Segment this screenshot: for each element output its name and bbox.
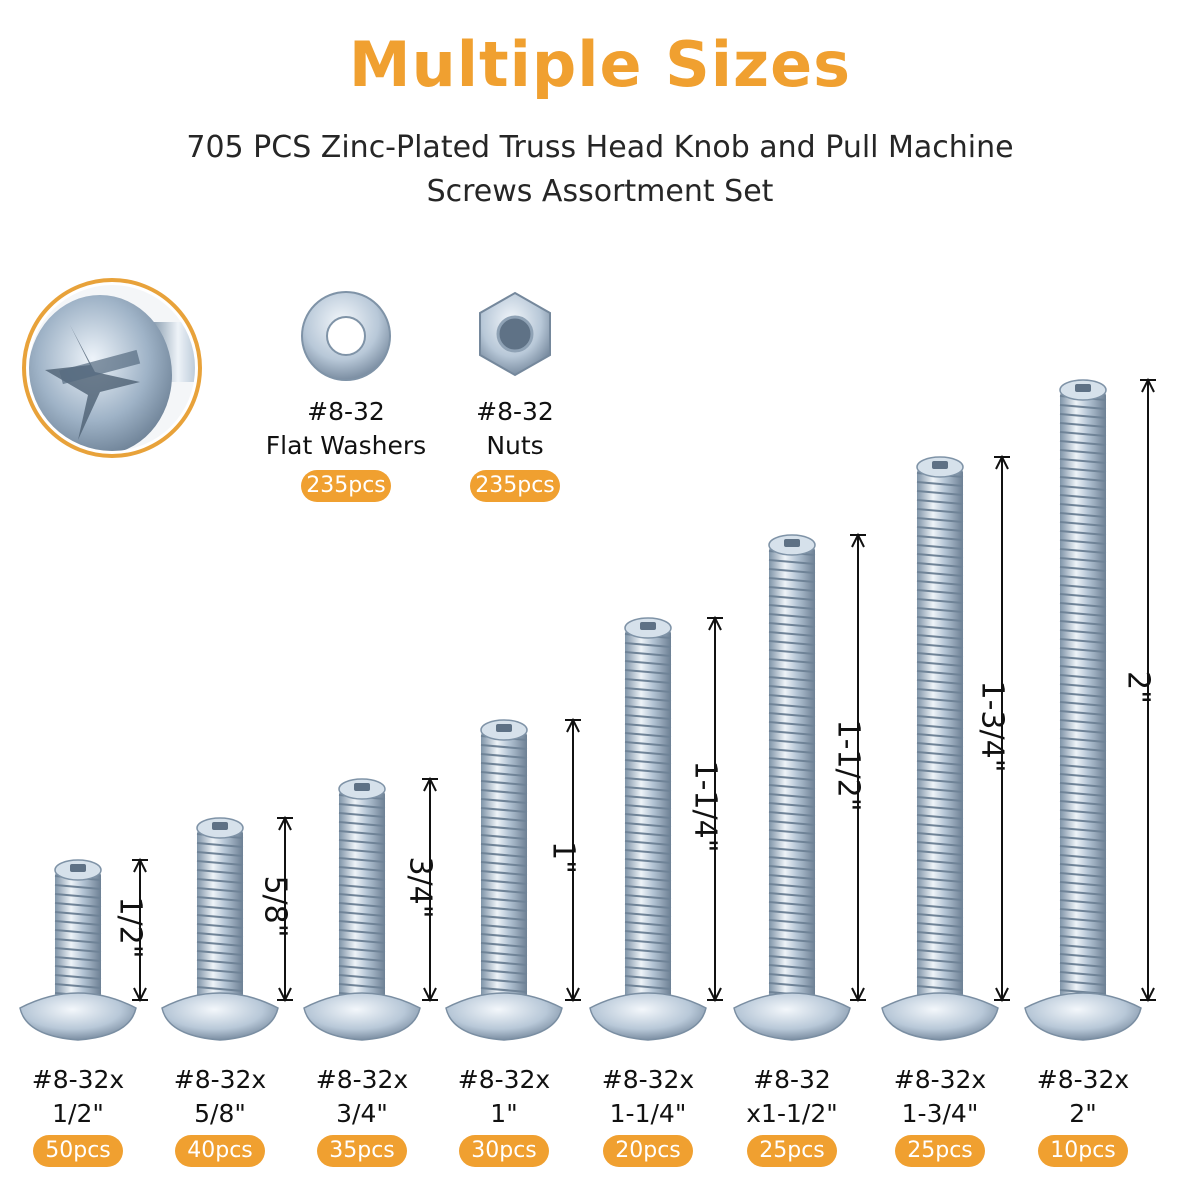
accessory-type: Nuts	[486, 431, 544, 460]
dimension-label: 1-1/4"	[687, 760, 723, 853]
dimension-arrow-icon	[132, 857, 148, 1003]
screw-length: 1"	[490, 1099, 518, 1128]
dimension-arrow-icon	[707, 615, 723, 1003]
screw-label: #8-32x 1"	[434, 1063, 574, 1131]
quantity-badge: 25pcs	[747, 1135, 837, 1167]
screw-icon	[733, 534, 851, 1041]
dimension-arrow-icon	[994, 454, 1010, 1003]
screw-head-closeup-icon	[22, 278, 202, 458]
screw-length: 1-3/4"	[901, 1099, 979, 1128]
screw-icon	[161, 817, 279, 1041]
screw-length: 3/4"	[336, 1099, 388, 1128]
nut-icon	[479, 291, 551, 377]
quantity-badge: 20pcs	[603, 1135, 693, 1167]
quantity-badge: 25pcs	[895, 1135, 985, 1167]
screw-size: #8-32	[753, 1065, 831, 1094]
screw-label: #8-32 x1-1/2"	[722, 1063, 862, 1131]
screw-icon	[19, 859, 137, 1041]
screw-size: #8-32x	[315, 1065, 409, 1094]
screw-size: #8-32x	[173, 1065, 267, 1094]
quantity-badge: 50pcs	[33, 1135, 123, 1167]
screw-label: #8-32x 1-1/4"	[578, 1063, 718, 1131]
dimension-label: 1-3/4"	[974, 680, 1010, 772]
screw-size: #8-32x	[1036, 1065, 1130, 1094]
screw-size: #8-32x	[31, 1065, 125, 1094]
accessory-label: #8-32 Flat Washers	[236, 395, 456, 463]
dimension-label: 1"	[545, 841, 581, 874]
screw-size: #8-32x	[457, 1065, 551, 1094]
quantity-badge: 40pcs	[175, 1135, 265, 1167]
dimension-label: 2"	[1120, 671, 1156, 704]
accessory-type: Flat Washers	[265, 431, 427, 460]
screw-size: #8-32x	[601, 1065, 695, 1094]
dimension-label: 5/8"	[257, 875, 293, 938]
dimension-arrow-icon	[1140, 377, 1156, 1003]
screw-icon	[445, 719, 563, 1041]
screw-label: #8-32x 2"	[1013, 1063, 1153, 1131]
quantity-badge: 30pcs	[459, 1135, 549, 1167]
screw-length: 1-1/4"	[609, 1099, 687, 1128]
dimension-label: 1-1/2"	[830, 719, 866, 811]
screw-icon	[881, 456, 999, 1041]
accessory-label: #8-32 Nuts	[405, 395, 625, 463]
dimension-label: 1/2"	[112, 896, 148, 959]
screw-label: #8-32x 5/8"	[150, 1063, 290, 1131]
screw-length: 1/2"	[52, 1099, 104, 1128]
dimension-arrow-icon	[277, 815, 293, 1003]
screw-length: x1-1/2"	[746, 1099, 838, 1128]
quantity-badge: 10pcs	[1038, 1135, 1128, 1167]
dimension-arrow-icon	[850, 532, 866, 1003]
screw-label: #8-32x 3/4"	[292, 1063, 432, 1131]
screw-label: #8-32x 1-3/4"	[870, 1063, 1010, 1131]
screw-length: 2"	[1069, 1099, 1097, 1128]
accessory-size: #8-32	[307, 397, 385, 426]
page-subtitle: 705 PCS Zinc-Plated Truss Head Knob and …	[150, 126, 1050, 214]
screw-icon	[589, 617, 707, 1041]
dimension-arrow-icon	[565, 717, 581, 1003]
dimension-arrow-icon	[422, 776, 438, 1003]
subtitle-line-1: 705 PCS Zinc-Plated Truss Head Knob and …	[186, 130, 1014, 165]
accessory-size: #8-32	[476, 397, 554, 426]
quantity-badge: 235pcs	[301, 470, 391, 502]
page-title: Multiple Sizes	[348, 28, 852, 101]
quantity-badge: 35pcs	[317, 1135, 407, 1167]
washer-icon	[301, 291, 391, 381]
screw-label: #8-32x 1/2"	[8, 1063, 148, 1131]
quantity-badge: 235pcs	[470, 470, 560, 502]
screw-icon	[1024, 379, 1142, 1041]
subtitle-line-2: Screws Assortment Set	[426, 174, 774, 209]
screw-size: #8-32x	[893, 1065, 987, 1094]
screw-length: 5/8"	[194, 1099, 246, 1128]
screw-icon	[303, 778, 421, 1041]
dimension-label: 3/4"	[402, 855, 438, 919]
